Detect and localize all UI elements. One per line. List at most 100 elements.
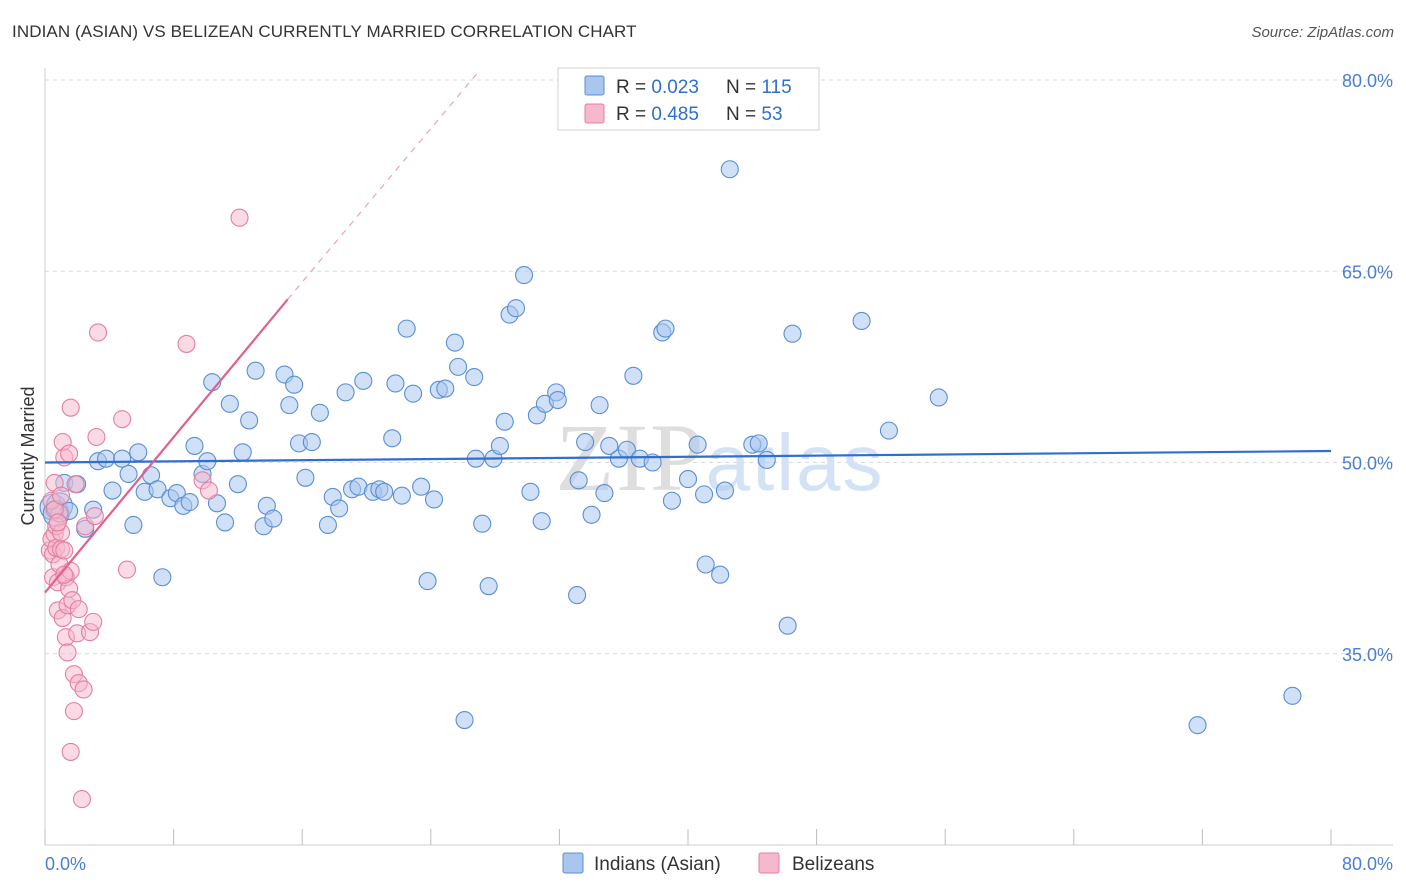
data-point-indians	[688, 435, 707, 454]
svg-text:N = 115: N = 115	[726, 77, 792, 98]
data-point-indians	[495, 412, 514, 431]
data-point-indians	[506, 299, 526, 318]
svg-text:R = 0.023: R = 0.023	[616, 77, 699, 98]
data-point-belizeans	[55, 541, 74, 560]
data-point-indians	[215, 513, 235, 532]
data-point-indians	[336, 383, 355, 402]
data-point-belizeans	[113, 410, 132, 429]
watermark-atlas: atlas	[706, 418, 885, 507]
data-point-belizeans	[69, 600, 88, 619]
trend-line-belizeans	[44, 298, 289, 594]
data-point-indians	[852, 311, 871, 331]
data-point-belizeans	[177, 334, 196, 353]
data-point-indians	[185, 436, 204, 455]
data-point-indians	[1188, 716, 1207, 735]
data-point-indians	[778, 616, 797, 635]
data-point-indians	[749, 434, 768, 453]
data-point-indians	[521, 482, 540, 501]
y-tick-label: 80.0%	[1342, 71, 1393, 91]
data-point-indians	[285, 375, 304, 394]
y-tick-labels: 35.0% 50.0% 65.0% 80.0%	[1342, 71, 1393, 665]
data-point-indians	[490, 436, 509, 455]
legend-r-label: R =	[616, 77, 651, 98]
legend-swatch-blue	[584, 75, 605, 96]
data-point-indians	[240, 411, 259, 430]
data-point-belizeans	[55, 565, 74, 584]
data-point-indians	[465, 368, 484, 387]
data-point-indians	[449, 357, 468, 376]
data-point-indians	[330, 499, 349, 518]
data-point-indians	[600, 436, 619, 455]
data-point-indians	[656, 319, 675, 338]
bottom-legend-swatch-blue	[562, 852, 584, 874]
legend-swatch-pink	[584, 103, 605, 124]
series-legend: Indians (Asian) Belizeans	[562, 852, 874, 875]
axes	[44, 68, 1393, 846]
data-point-indians	[582, 505, 601, 524]
data-point-belizeans	[52, 486, 71, 505]
legend-n-label: N =	[726, 104, 761, 125]
data-point-indians	[569, 471, 588, 490]
data-point-belizeans	[72, 790, 92, 809]
data-point-indians	[264, 509, 283, 528]
data-point-indians	[397, 319, 416, 338]
data-point-indians	[532, 512, 551, 531]
data-point-indians	[455, 710, 474, 730]
data-point-indians	[302, 433, 321, 452]
series-belizeans	[40, 208, 249, 809]
chart-title: INDIAN (ASIAN) VS BELIZEAN CURRENTLY MAR…	[12, 22, 637, 41]
legend-n-value: 53	[761, 104, 782, 125]
data-point-indians	[124, 515, 143, 535]
data-point-indians	[228, 475, 247, 494]
data-point-belizeans	[84, 612, 103, 631]
data-point-indians	[412, 477, 431, 496]
series-indians-asian	[39, 160, 1302, 735]
svg-text:R = 0.485: R = 0.485	[616, 104, 699, 125]
data-point-belizeans	[58, 643, 77, 662]
data-point-indians	[1283, 686, 1302, 705]
legend-r-label: R =	[616, 104, 651, 125]
y-axis-title: Currently Married	[18, 386, 38, 525]
svg-text:N = 53: N = 53	[726, 104, 783, 125]
data-point-indians	[929, 388, 948, 407]
data-point-indians	[280, 396, 299, 415]
data-point-indians	[97, 449, 116, 468]
data-point-indians	[404, 384, 423, 403]
y-tick-label: 35.0%	[1342, 645, 1393, 665]
data-point-indians	[757, 450, 776, 470]
data-point-indians	[207, 494, 227, 513]
grid-lines	[45, 79, 1393, 655]
data-point-indians	[148, 480, 167, 499]
data-point-belizeans	[61, 398, 80, 417]
legend-n-value: 115	[761, 77, 791, 98]
data-point-indians	[711, 565, 730, 584]
data-point-belizeans	[85, 506, 104, 526]
data-point-indians	[296, 468, 315, 487]
data-point-indians	[643, 453, 662, 472]
data-point-belizeans	[60, 444, 79, 463]
data-point-indians	[696, 555, 715, 574]
bottom-legend-label-belizeans: Belizeans	[792, 854, 874, 875]
data-point-indians	[436, 379, 455, 398]
trend-lines	[44, 70, 1332, 594]
y-tick-label: 50.0%	[1342, 454, 1393, 474]
data-point-indians	[473, 514, 492, 533]
data-point-indians	[624, 366, 643, 385]
data-point-belizeans	[61, 742, 80, 761]
data-point-indians	[720, 160, 739, 179]
data-point-indians	[783, 324, 802, 343]
bottom-legend-swatch-pink	[758, 852, 780, 874]
data-point-indians	[233, 443, 252, 462]
data-point-indians	[386, 374, 405, 393]
data-point-indians	[103, 481, 122, 500]
data-point-indians	[310, 403, 329, 422]
x-tick-labels: 0.0% 80.0%	[45, 854, 1393, 874]
correlation-legend: R = 0.023 N = 115 R = 0.485 N = 53	[557, 67, 820, 131]
data-point-indians	[129, 443, 148, 462]
x-tick-label: 0.0%	[45, 854, 86, 874]
data-point-indians	[424, 490, 444, 509]
legend-n-label: N =	[726, 77, 761, 98]
y-tick-label: 65.0%	[1342, 262, 1393, 282]
trend-line-belizeans-extension	[287, 70, 480, 300]
